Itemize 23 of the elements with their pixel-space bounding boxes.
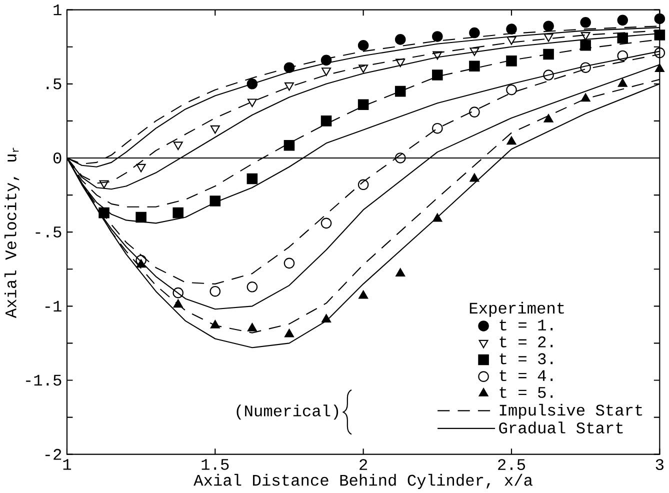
y-axis-title: Axial Velocity, u$_{r}$ xyxy=(4,147,20,318)
annotation: (Numerical) xyxy=(236,404,338,420)
x-tick-label: 1.5 xyxy=(202,458,229,470)
legend-label: t = 2. xyxy=(500,336,553,348)
legend-title: Experiment xyxy=(470,302,564,317)
x-tick-label: 1 xyxy=(63,458,72,470)
legend-label: t = 4. xyxy=(500,370,553,381)
y-tick-label: -1 xyxy=(45,300,62,312)
x-tick-label: 2.5 xyxy=(498,458,526,470)
y-tick-label: -2 xyxy=(45,448,62,460)
legend-label: t = 1. xyxy=(500,319,553,330)
legend-label: Impulsive Start xyxy=(500,404,642,419)
legend-label: Gradual Start xyxy=(499,421,623,434)
y-tick-label: .5 xyxy=(46,78,62,90)
y-tick-label: 0 xyxy=(53,152,62,164)
x-tick-label: 3 xyxy=(656,458,664,470)
legend-label: t = 5. xyxy=(500,386,553,398)
x-tick-label: 2 xyxy=(360,458,368,470)
y-tick-label: -.5 xyxy=(36,226,62,238)
y-tick-label: -1.5 xyxy=(26,374,62,386)
y-tick-label: 1 xyxy=(54,4,62,15)
x-axis-title: Axial Distance Behind Cylinder, x/a xyxy=(194,474,532,489)
legend-label: t = 3. xyxy=(500,353,553,364)
